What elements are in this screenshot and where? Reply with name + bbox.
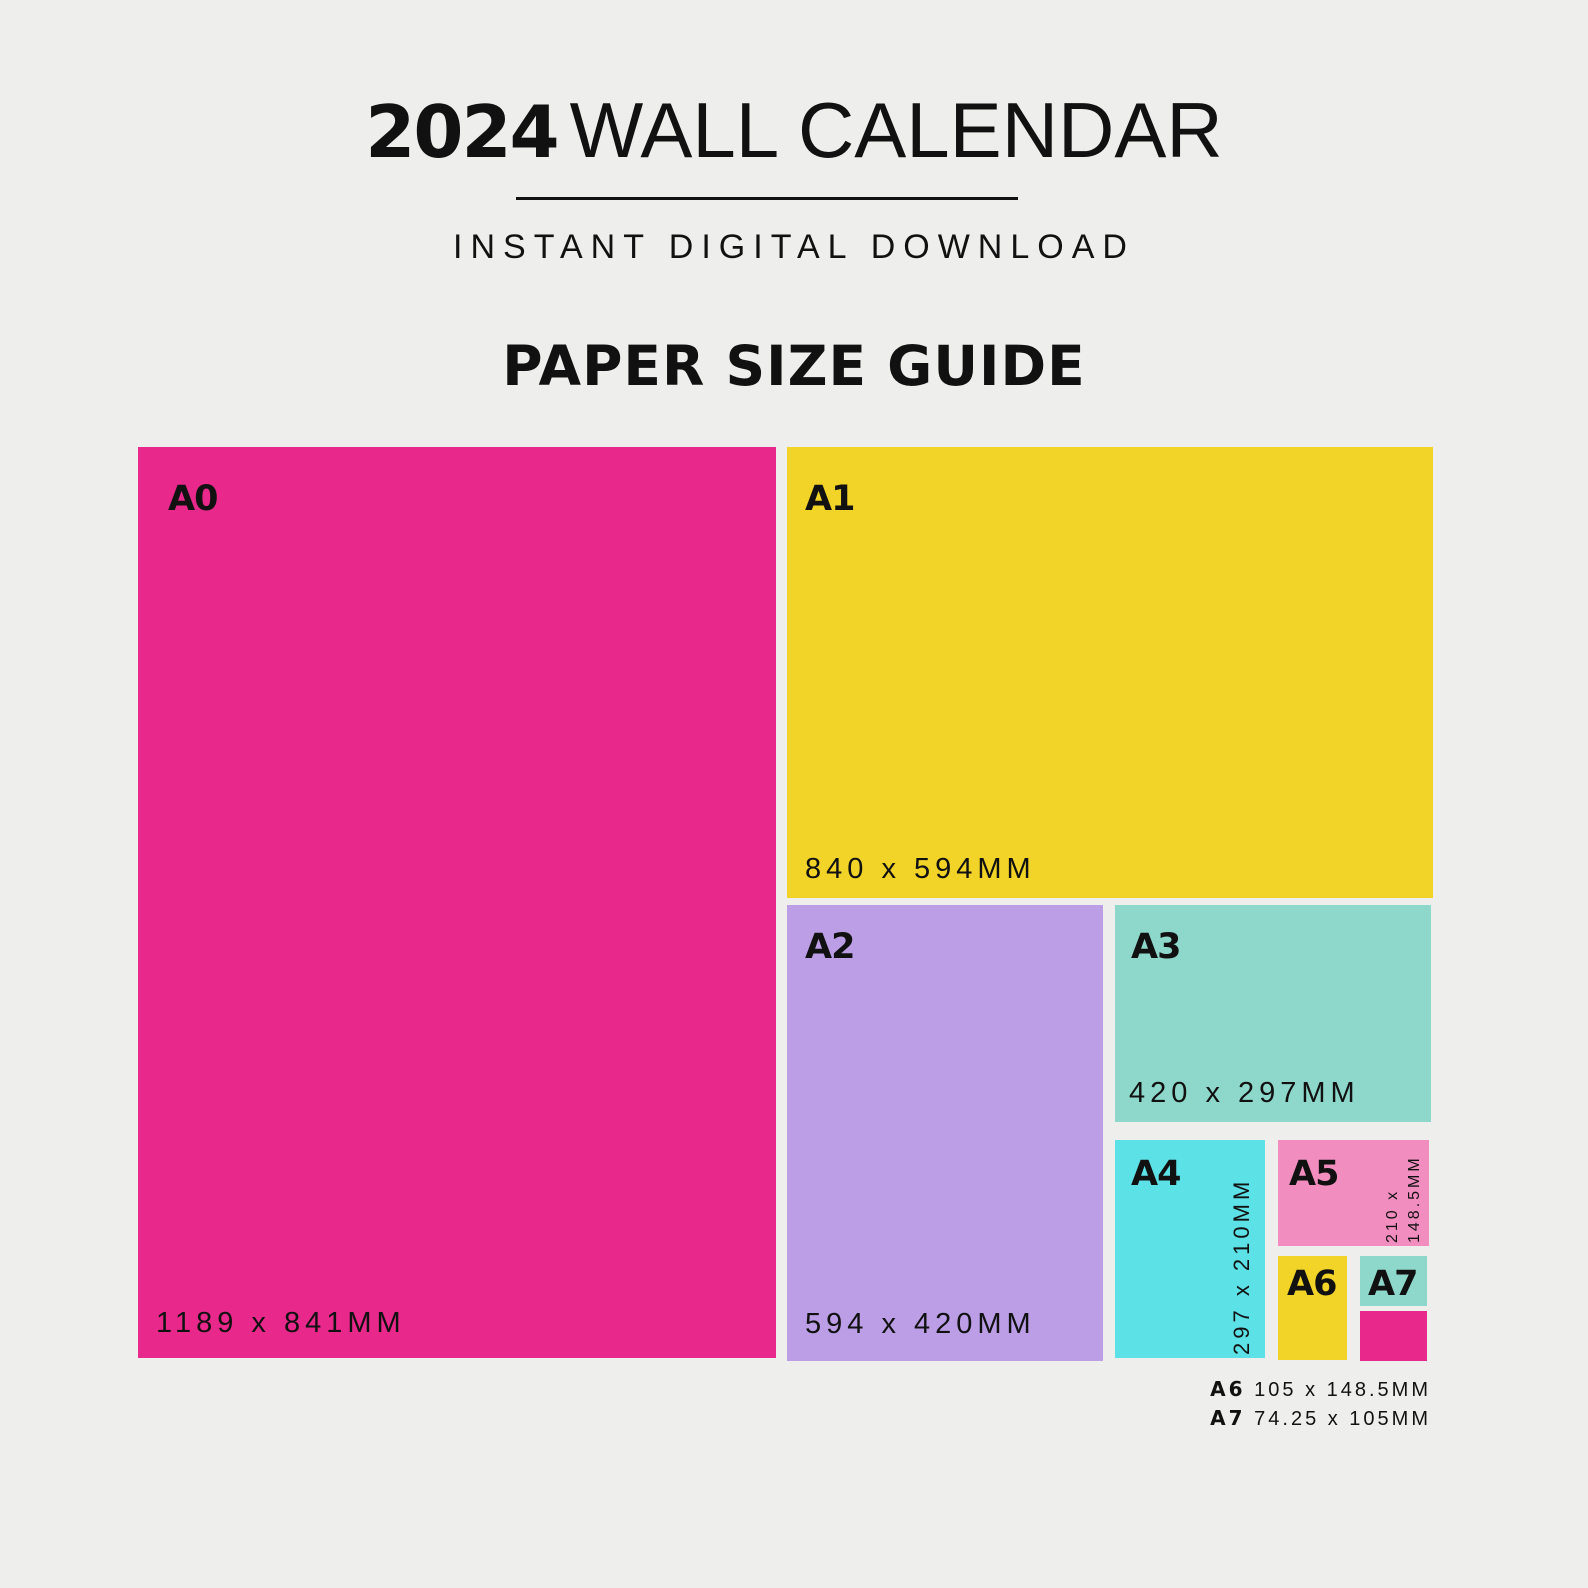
subtitle: INSTANT DIGITAL DOWNLOAD [453,228,1135,266]
a0-box: A0 1189 x 841MM [138,447,776,1358]
a3-label: A3 [1131,927,1181,967]
a2-dims: 594 x 420MM [805,1308,1036,1340]
section-heading: PAPER SIZE GUIDE [502,334,1086,398]
a7-box: A7 [1360,1256,1427,1306]
footnote-a6: A6 105 x 148.5MM [1210,1377,1431,1402]
footnote-a7: A7 74.25 x 105MM [1210,1406,1431,1431]
a6-box: A6 [1278,1256,1347,1360]
footnote-a6-label: A6 [1210,1377,1246,1401]
a2-label: A2 [805,927,855,967]
title-year: 2024 [365,90,559,174]
a5-box: A5 210 x 148.5MM [1278,1140,1429,1246]
a5-dims-line1: 210 x [1384,1188,1401,1243]
a1-dims: 840 x 594MM [805,853,1036,885]
a5-dims-line2: 148.5MM [1406,1155,1423,1243]
a7-label: A7 [1368,1264,1418,1304]
footnote-a7-label: A7 [1210,1406,1246,1430]
divider [516,197,1018,200]
title-text: WALL CALENDAR [569,86,1223,174]
footnote-a6-dims: 105 x 148.5MM [1254,1379,1431,1401]
a4-box: A4 297 x 210MM [1115,1140,1265,1358]
a0-label: A0 [168,479,218,519]
a6-label: A6 [1287,1264,1337,1304]
a4-label: A4 [1131,1154,1181,1194]
a1-label: A1 [805,479,855,519]
a4-dims: 297 x 210MM [1229,1177,1254,1355]
a3-box: A3 420 x 297MM [1115,905,1431,1122]
a1-box: A1 840 x 594MM [787,447,1433,898]
a3-dims: 420 x 297MM [1129,1077,1360,1109]
page-title: 2024 WALL CALENDAR [0,88,1588,174]
a5-label: A5 [1289,1154,1339,1194]
a0-dims: 1189 x 841MM [156,1307,406,1339]
footnote-a7-dims: 74.25 x 105MM [1254,1408,1431,1430]
a7-extra-box [1360,1311,1427,1361]
a2-box: A2 594 x 420MM [787,905,1103,1361]
a5-dims: 210 x 148.5MM [1382,1155,1426,1243]
